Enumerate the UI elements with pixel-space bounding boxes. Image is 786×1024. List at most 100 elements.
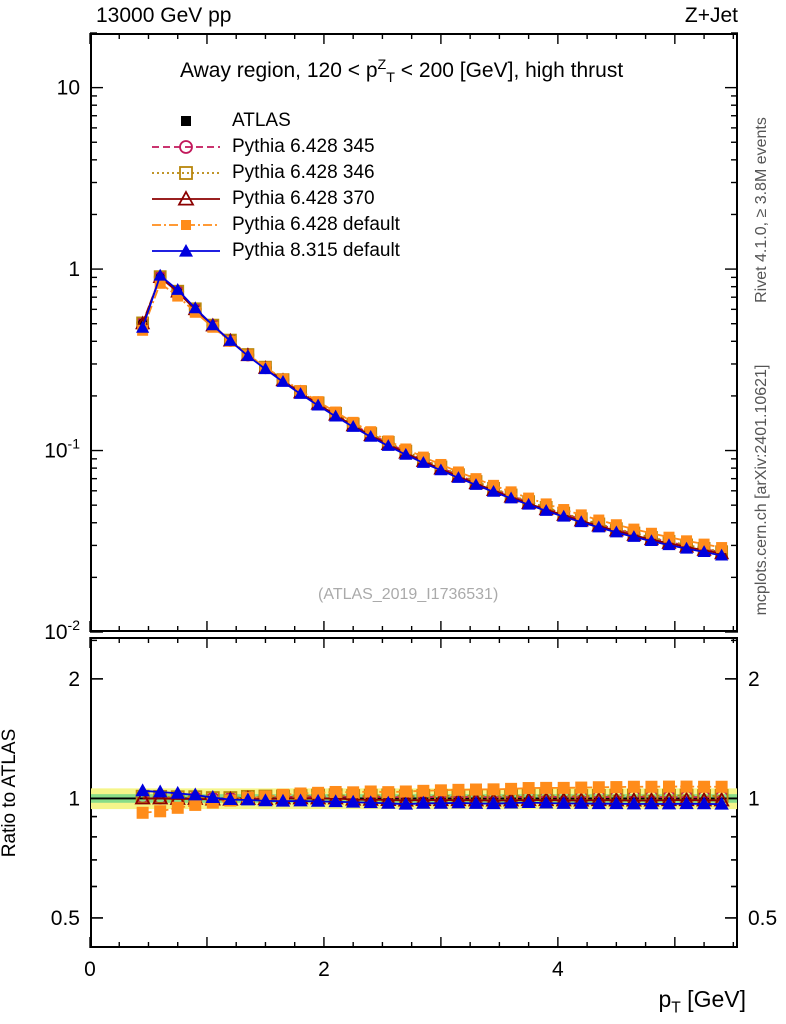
- data-point: [206, 318, 220, 331]
- data-point: [609, 796, 624, 810]
- legend-marker-circle-open-icon: [150, 134, 222, 160]
- header-right-process: Z+Jet: [684, 4, 738, 27]
- legend-item-4[interactable]: Pythia 6.428 default: [150, 212, 400, 238]
- legend-label: Pythia 8.315 default: [232, 240, 400, 261]
- plot-title-sub: T: [386, 70, 395, 87]
- data-point: [715, 780, 728, 793]
- data-point: [188, 301, 202, 314]
- data-point: [276, 375, 290, 387]
- data-point: [662, 538, 676, 551]
- data-point: [382, 786, 395, 799]
- data-point: [661, 796, 677, 810]
- data-point: [486, 484, 501, 497]
- data-point: [503, 795, 519, 809]
- data-point: [363, 795, 378, 809]
- data-point: [662, 780, 675, 793]
- data-point: [521, 795, 536, 809]
- data-point: [468, 795, 484, 809]
- legend-label: Pythia 6.428 370: [232, 188, 375, 209]
- data-point: [223, 334, 237, 346]
- y-tick-label-ratio: 0.5: [51, 907, 80, 930]
- legend-marker-triangle-filled-icon: [150, 238, 222, 264]
- series-line-Pythia-6-428-346: [142, 794, 722, 799]
- data-point: [486, 796, 501, 810]
- data-point: [311, 398, 325, 411]
- series-line-Pythia-6-428-345: [142, 795, 722, 800]
- data-point: [698, 538, 710, 550]
- data-point: [240, 792, 256, 806]
- plot-title: Away region, 120 < pZT < 200 [GeV], high…: [180, 57, 623, 86]
- data-point: [558, 504, 570, 516]
- data-point: [434, 784, 447, 797]
- data-point: [681, 535, 693, 547]
- y-tick-label-main: 10-1: [44, 436, 80, 463]
- data-point: [452, 783, 465, 796]
- data-point: [154, 277, 166, 289]
- legend-marker-square-filled-icon: [150, 108, 222, 134]
- data-point: [329, 409, 343, 422]
- legend-item-3[interactable]: Pythia 6.428 370: [150, 186, 400, 212]
- legend-marker-square-filled-icon: [150, 212, 222, 238]
- main-plot-panel: [90, 33, 738, 632]
- data-point: [593, 514, 605, 526]
- data-point: [258, 362, 273, 375]
- x-tick-label: 0: [84, 958, 96, 981]
- data-point: [575, 781, 588, 794]
- data-point: [609, 525, 623, 538]
- data-point: [504, 491, 518, 504]
- data-point: [628, 523, 640, 535]
- legend-item-2[interactable]: Pythia 6.428 346: [150, 160, 400, 186]
- data-point: [522, 497, 536, 510]
- y-tick-label-ratio: 0.5: [748, 907, 777, 930]
- data-point: [679, 796, 694, 810]
- y-tick-label-main: 1: [68, 258, 80, 281]
- data-point: [697, 545, 711, 557]
- data-point: [152, 784, 168, 798]
- data-point: [627, 530, 641, 542]
- data-point: [556, 795, 571, 809]
- data-point: [714, 796, 729, 810]
- data-point: [434, 463, 448, 476]
- data-point: [188, 787, 203, 801]
- data-point: [451, 795, 466, 809]
- data-point: [398, 796, 414, 810]
- data-point: [223, 792, 238, 806]
- data-point: [416, 795, 431, 809]
- data-point: [592, 520, 606, 533]
- data-point: [451, 471, 466, 483]
- data-point: [557, 781, 570, 794]
- legend: ATLAS Pythia 6.428 345 Pythia 6.428 346 Pyt…: [150, 108, 400, 264]
- data-point: [487, 783, 500, 796]
- data-point: [381, 795, 396, 809]
- data-point: [152, 789, 169, 805]
- legend-item-5[interactable]: Pythia 8.315 default: [150, 238, 400, 264]
- data-point: [522, 782, 535, 795]
- data-point: [505, 782, 518, 795]
- data-point: [626, 796, 642, 810]
- data-point: [433, 795, 449, 809]
- x-tick-label: 4: [552, 958, 564, 981]
- data-point: [153, 268, 167, 281]
- series-line-Pythia-8-315-default: [141, 274, 722, 557]
- data-point: [540, 498, 552, 510]
- data-point: [645, 780, 658, 793]
- data-point: [538, 795, 554, 809]
- data-point: [293, 387, 308, 399]
- legend-item-1[interactable]: Pythia 6.428 345: [150, 134, 400, 160]
- y-tick-label-ratio: 2: [68, 668, 80, 691]
- legend-item-0[interactable]: ATLAS: [150, 108, 400, 134]
- data-point: [592, 781, 605, 794]
- data-point: [154, 805, 167, 818]
- data-point: [171, 283, 185, 295]
- data-point: [696, 796, 712, 810]
- data-point: [136, 806, 149, 819]
- data-point: [258, 793, 273, 807]
- data-point: [416, 456, 430, 468]
- series-line-Pythia-6-428-370: [141, 275, 722, 555]
- data-point: [241, 349, 255, 361]
- data-point: [610, 781, 623, 794]
- y-tick-label-ratio: 1: [68, 787, 80, 810]
- data-point: [347, 786, 360, 799]
- legend-marker-square-open-icon: [150, 160, 222, 186]
